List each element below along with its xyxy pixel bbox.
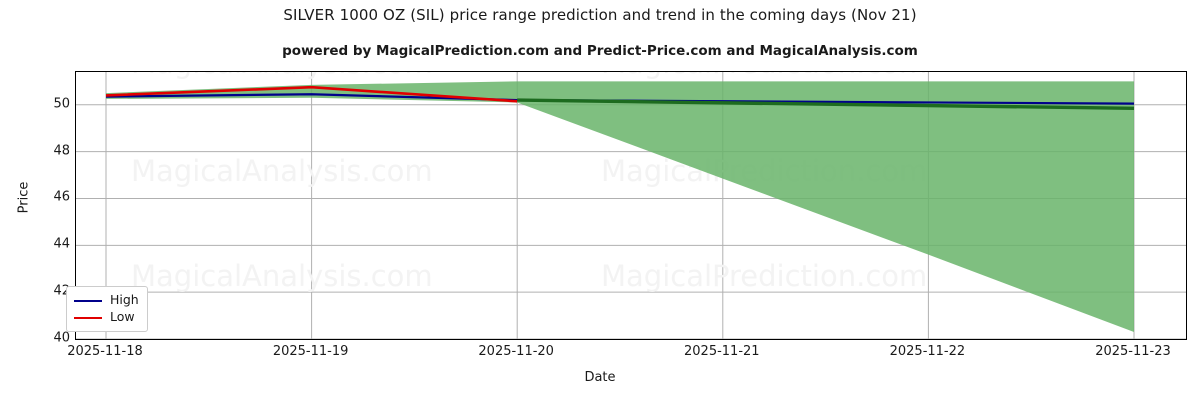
x-axis-label: Date	[584, 370, 616, 385]
legend-swatch-icon	[74, 316, 102, 319]
x-tick-label: 2025-11-19	[272, 344, 349, 359]
x-tick-label: 2025-11-22	[889, 344, 966, 359]
y-tick-label: 50	[53, 96, 70, 112]
x-tick-label: 2025-11-20	[478, 344, 554, 359]
y-tick-label: 44	[53, 236, 70, 252]
series-line-low	[105, 85, 518, 103]
svg-text:MagicalAnalysis.com: MagicalAnalysis.com	[131, 154, 433, 188]
x-tick-label: 2025-11-21	[684, 344, 760, 359]
x-tick-label: 2025-11-23	[1095, 344, 1171, 359]
y-tick-label: 40	[53, 330, 70, 346]
trend-line	[517, 98, 1135, 111]
chart-title: SILVER 1000 OZ (SIL) price range predict…	[283, 6, 917, 24]
legend-item-high[interactable]: High	[74, 292, 139, 309]
y-tick-label: 42	[53, 283, 70, 299]
range-band	[106, 81, 1134, 332]
y-tick-label: 48	[53, 143, 70, 159]
plot-svg: MagicalAnalysis.com MagicalPrediction.com…	[76, 72, 1186, 339]
chart-legend: High Low	[66, 286, 148, 332]
legend-item-low[interactable]: Low	[74, 309, 139, 326]
y-tick-label: 46	[53, 189, 70, 205]
legend-label: High	[110, 292, 139, 308]
legend-swatch-icon	[74, 299, 102, 302]
chart-subtitle: powered by MagicalPrediction.com and Pre…	[282, 43, 918, 59]
y-axis-ticks: 40 42 44 46 48 50	[20, 71, 70, 345]
svg-text:MagicalAnalysis.com: MagicalAnalysis.com	[131, 72, 433, 80]
svg-text:MagicalAnalysis.com: MagicalAnalysis.com	[131, 259, 433, 293]
x-tick-label: 2025-11-18	[67, 344, 143, 359]
svg-text:MagicalPrediction.com: MagicalPrediction.com	[601, 259, 927, 293]
legend-label: Low	[110, 309, 135, 325]
svg-text:MagicalPrediction.com: MagicalPrediction.com	[601, 72, 927, 80]
plot-area: MagicalAnalysis.com MagicalPrediction.com…	[75, 71, 1187, 340]
